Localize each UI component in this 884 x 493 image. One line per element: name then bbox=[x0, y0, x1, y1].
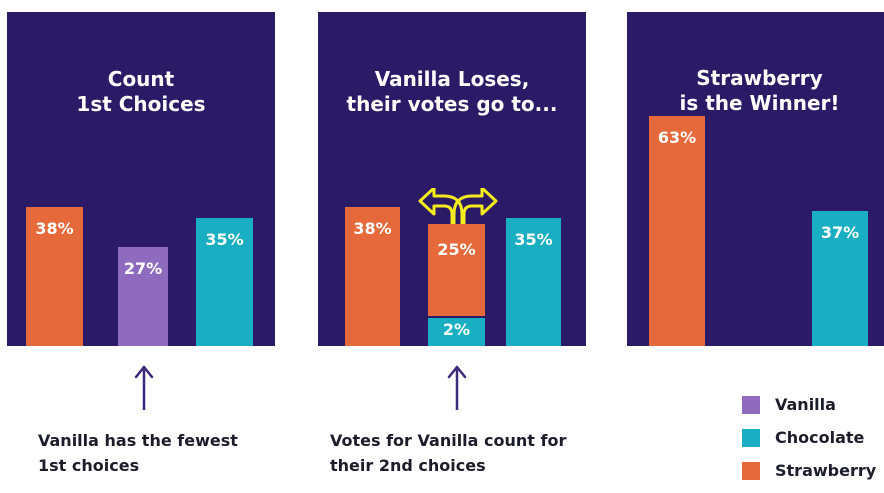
bar-label-chocolate: 35% bbox=[205, 230, 244, 250]
bar-label-chocolate: 35% bbox=[514, 230, 553, 250]
up-arrow-icon bbox=[447, 365, 467, 410]
bar-strawberry: 38% bbox=[26, 207, 83, 346]
legend-label-strawberry: Strawberry bbox=[775, 461, 877, 480]
caption-second-choices: Votes for Vanilla count for their 2nd ch… bbox=[330, 431, 567, 475]
round-2-title: Vanilla Loses, their votes go to... bbox=[346, 67, 558, 116]
round-3-title: Strawberry is the Winner! bbox=[679, 66, 840, 115]
legend-swatch-chocolate bbox=[742, 429, 760, 447]
bar-chocolate: 35% bbox=[506, 218, 561, 346]
bar-label-strawberry: 63% bbox=[657, 128, 697, 148]
round-1-title: Count 1st Choices bbox=[76, 67, 206, 116]
legend-swatch-vanilla bbox=[742, 396, 760, 414]
round-3-chart: Strawberry is the Winner! 63% 37% bbox=[627, 12, 884, 346]
bar-label-strawberry: 25% bbox=[437, 240, 476, 260]
bar-strawberry: 38% bbox=[345, 207, 400, 346]
legend-label-vanilla: Vanilla bbox=[775, 395, 836, 414]
bar-strawberry: 63% bbox=[649, 116, 705, 346]
round-1-chart: Count 1st Choices 38% 27% 35% bbox=[7, 12, 275, 346]
round-2-chart: Vanilla Loses, their votes go to... 38% 2… bbox=[318, 12, 586, 346]
bar-label-chocolate: 2% bbox=[442, 319, 471, 339]
bar-label-chocolate: 37% bbox=[820, 222, 860, 242]
bar-label-strawberry: 38% bbox=[353, 219, 392, 239]
bar-vanilla-to-strawberry: 25% bbox=[428, 224, 485, 318]
split-arrow-icon bbox=[418, 188, 498, 242]
bar-chocolate: 37% bbox=[812, 210, 868, 346]
bar-vanilla: 27% bbox=[118, 247, 168, 346]
bar-vanilla-to-chocolate: 2% bbox=[428, 317, 485, 346]
legend-label-chocolate: Chocolate bbox=[775, 428, 865, 447]
legend-swatch-strawberry bbox=[742, 462, 760, 480]
caption-fewest-first-choices: Vanilla has the fewest 1st choices bbox=[38, 431, 238, 475]
bar-label-strawberry: 38% bbox=[35, 219, 74, 239]
bar-label-vanilla: 27% bbox=[123, 259, 163, 279]
bar-chocolate: 35% bbox=[196, 218, 253, 346]
up-arrow-icon bbox=[134, 365, 154, 410]
